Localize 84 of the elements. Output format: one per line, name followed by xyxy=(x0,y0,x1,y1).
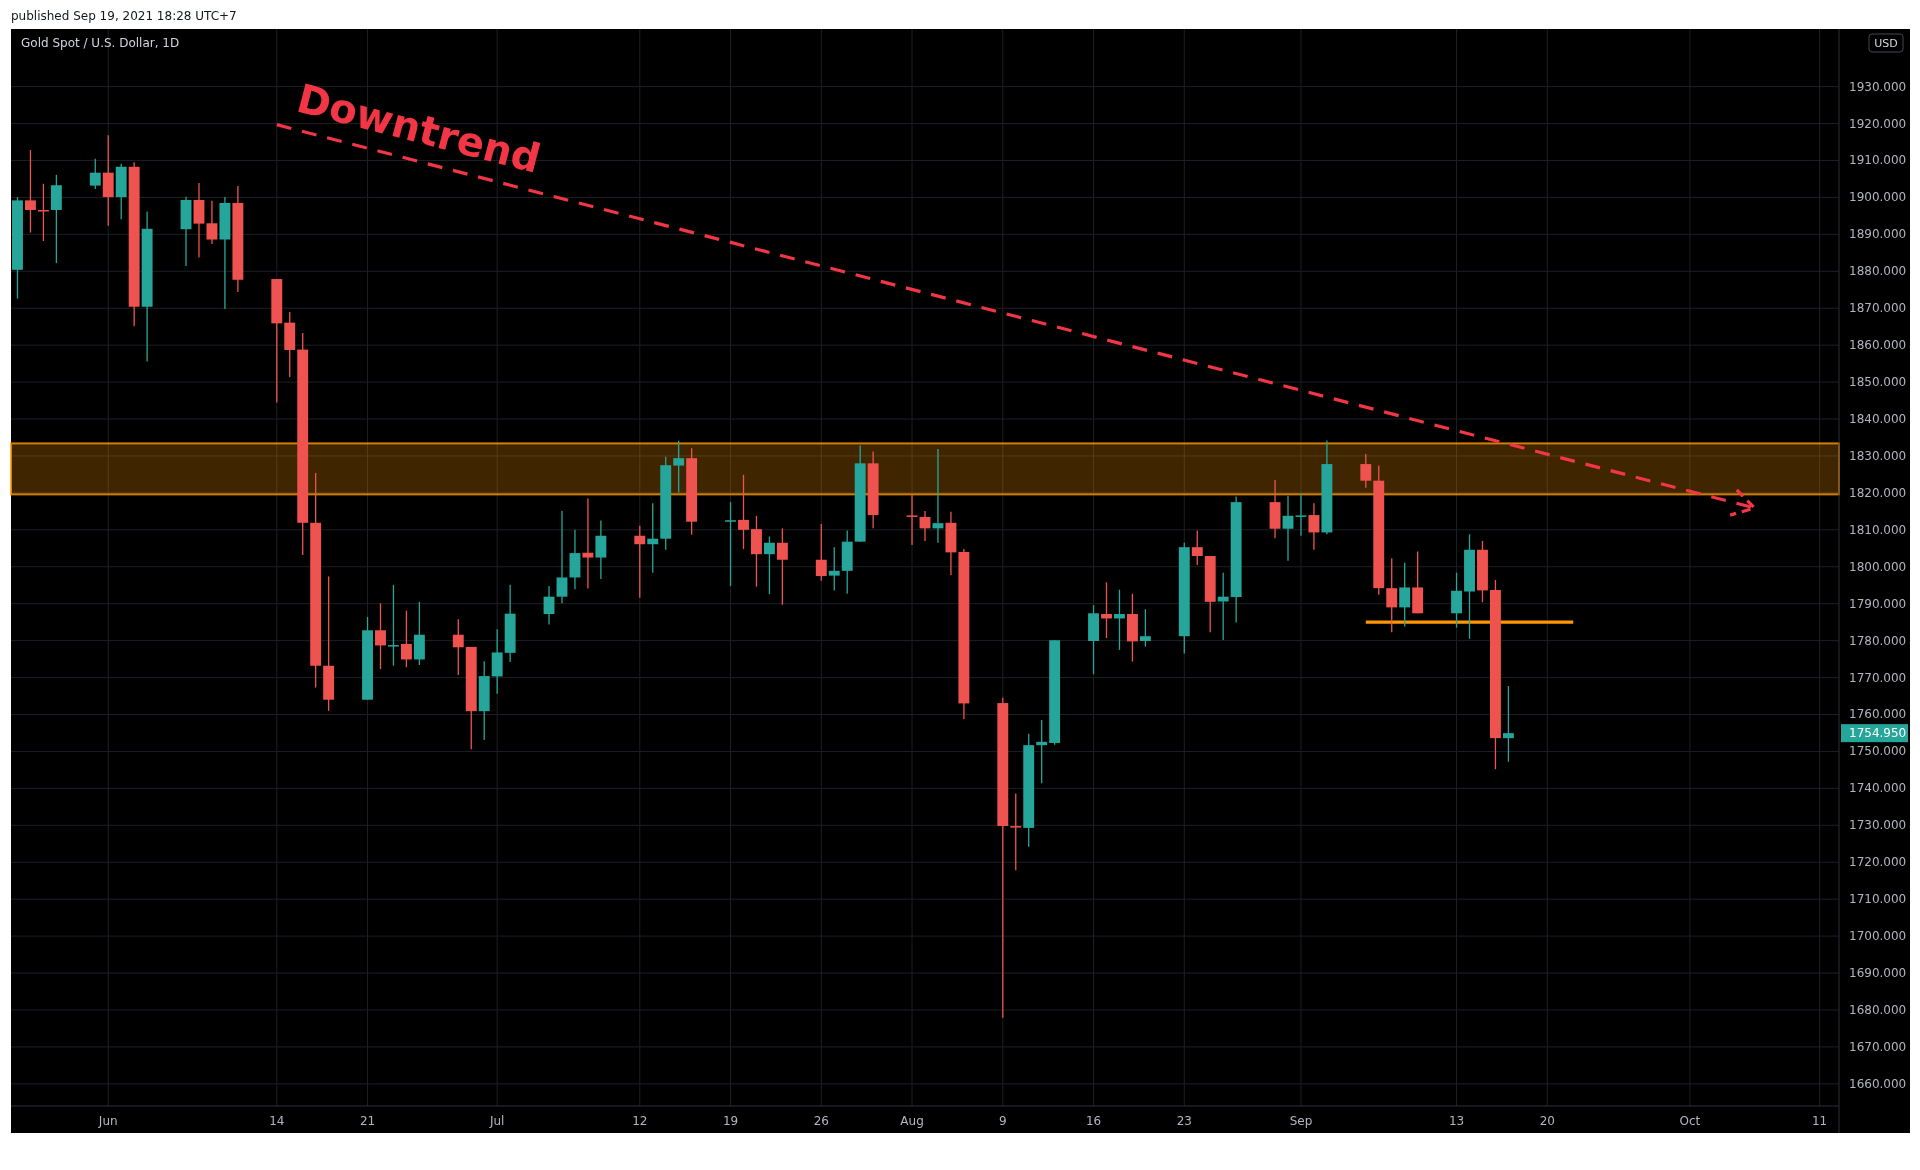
candlestick xyxy=(400,610,412,668)
candlestick xyxy=(634,525,646,599)
y-tick-label: 1730.000 xyxy=(1849,818,1907,833)
candlestick xyxy=(375,602,386,670)
x-tick-label: 23 xyxy=(1176,1114,1192,1128)
y-tick-label: 1880.000 xyxy=(1849,264,1907,279)
candlestick xyxy=(193,182,205,259)
candlestick xyxy=(1502,685,1514,763)
candlestick xyxy=(25,149,36,234)
y-tick-label: 1860.000 xyxy=(1849,338,1907,353)
x-tick-label: 19 xyxy=(722,1114,739,1128)
candlestick xyxy=(556,510,568,604)
y-tick-label: 1790.000 xyxy=(1849,596,1907,611)
y-tick-label: 1930.000 xyxy=(1849,79,1907,94)
candlestick xyxy=(1139,608,1151,648)
y-tick-label: 1710.000 xyxy=(1849,892,1907,907)
candlestick xyxy=(1036,719,1048,784)
y-tick-label: 1850.000 xyxy=(1849,375,1907,390)
candlestick xyxy=(906,493,918,546)
candlestick xyxy=(206,200,218,245)
x-tick-label: 9 xyxy=(998,1114,1007,1128)
x-tick-label: 12 xyxy=(632,1114,648,1128)
candlestick xyxy=(1282,495,1294,562)
y-tick-label: 1660.000 xyxy=(1849,1076,1907,1091)
y-tick-label: 1870.000 xyxy=(1849,301,1907,316)
candlestick xyxy=(543,585,555,626)
candlestick xyxy=(388,584,399,667)
candlestick xyxy=(89,157,101,190)
candlestick xyxy=(1360,453,1372,489)
y-tick-label: 1830.000 xyxy=(1849,448,1907,463)
candlestick xyxy=(763,535,775,595)
y-tick-label: 1700.000 xyxy=(1849,929,1907,944)
y-tick-label: 1750.000 xyxy=(1849,744,1907,759)
y-tick-label: 1670.000 xyxy=(1849,1039,1907,1054)
y-tick-label: 1780.000 xyxy=(1849,633,1907,648)
x-tick-label: Jun xyxy=(97,1114,118,1128)
candlestick xyxy=(647,502,659,574)
candlestick xyxy=(1399,562,1411,628)
x-tick-label: Sep xyxy=(1289,1114,1313,1128)
x-tick-label: Oct xyxy=(1679,1114,1701,1128)
candlestick xyxy=(776,527,788,606)
candlestick xyxy=(595,519,607,580)
x-tick-label: 16 xyxy=(1085,1114,1102,1128)
y-axis-title: USD xyxy=(1874,37,1898,50)
y-tick-label: 1690.000 xyxy=(1849,966,1907,981)
x-tick-label: 21 xyxy=(359,1114,376,1128)
x-tick-label: 26 xyxy=(813,1114,829,1128)
candlestick xyxy=(1101,581,1112,639)
candlestick xyxy=(828,546,840,592)
candlestick xyxy=(673,440,685,494)
x-tick-label: 20 xyxy=(1539,1114,1555,1128)
y-tick-label: 1840.000 xyxy=(1849,412,1907,427)
x-tick-label: 11 xyxy=(1811,1114,1828,1128)
candlestick xyxy=(1114,589,1125,651)
y-tick-label: 1890.000 xyxy=(1849,227,1907,242)
candlestick xyxy=(738,474,749,550)
y-tick-label: 1900.000 xyxy=(1849,190,1907,205)
candlestick xyxy=(1191,529,1203,566)
text: Gold Spot / U.S. Dollar, 1D xyxy=(21,36,180,50)
y-tick-label: 1760.000 xyxy=(1849,707,1907,722)
y-tick-label: 1720.000 xyxy=(1849,855,1907,870)
candlestick xyxy=(1010,792,1022,872)
y-tick-label: 1800.000 xyxy=(1849,559,1907,574)
y-tick-label: 1910.000 xyxy=(1849,153,1907,168)
x-tick-label: 13 xyxy=(1448,1114,1465,1128)
x-tick-label: Jul xyxy=(488,1114,505,1128)
candlestick xyxy=(815,523,827,582)
x-tick-label: Aug xyxy=(900,1114,924,1128)
candlestick xyxy=(1386,557,1398,633)
y-tick-label: 1920.000 xyxy=(1849,116,1907,131)
candlestick xyxy=(1451,572,1462,629)
y-tick-label: 1770.000 xyxy=(1849,670,1907,685)
candlestick xyxy=(1295,492,1307,537)
text: 1754.950 xyxy=(1849,726,1907,741)
x-tick-label: 14 xyxy=(269,1114,285,1128)
text: published Sep 19, 2021 18:28 UTC+7 xyxy=(11,9,237,23)
y-tick-label: 1810.000 xyxy=(1849,522,1907,537)
candlestick xyxy=(1308,502,1320,551)
y-tick-label: 1820.000 xyxy=(1849,485,1907,500)
y-tick-label: 1740.000 xyxy=(1849,781,1907,796)
candlestick xyxy=(725,501,736,587)
y-tick-label: 1680.000 xyxy=(1849,1002,1907,1017)
candlestick xyxy=(452,618,464,676)
candlestick xyxy=(582,497,594,590)
